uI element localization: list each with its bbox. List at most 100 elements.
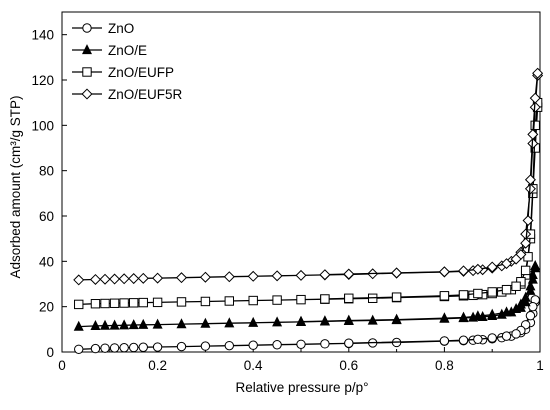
legend-label: ZnO/EUFP [108,65,174,80]
legend-label: ZnO [108,21,134,36]
data-point-zno-eufp [391,292,402,302]
data-point-zno [296,339,306,349]
data-point-zno-euf5r [137,272,149,284]
data-point-zno-euf5r [89,273,101,285]
series-zno-euf5r [73,67,544,286]
data-point-zno [200,341,211,351]
data-point-zno-euf5r [223,271,235,283]
data-point-zno-e [119,319,130,330]
data-point-zno [525,311,536,321]
data-point-zno-e [525,280,536,291]
data-point-zno [109,343,120,353]
x-tick-label: 1 [536,358,544,373]
data-point-zno-eufp [74,299,84,310]
data-point-zno-e [272,316,283,327]
data-point-zno [501,331,512,341]
data-point-zno [439,336,450,346]
desorption-line-zno-euf5r [324,73,539,276]
data-point-zno-euf5r [99,273,111,285]
data-point-zno [320,339,330,349]
y-tick-label: 0 [46,345,54,360]
data-point-zno-euf5r [522,215,534,227]
data-point-zno-e [100,319,111,330]
data-point-zno [100,343,110,353]
data-point-zno-e [511,303,522,314]
series-zno-e [73,259,541,331]
data-point-zno-e [138,318,149,329]
data-point-zno-eufp [487,287,497,297]
data-point-zno-e [109,319,120,330]
data-point-zno [129,342,139,353]
data-point-zno-eufp [501,284,512,295]
data-point-zno [272,340,282,350]
data-point-zno-euf5r [472,263,484,275]
data-point-zno-euf5r [118,273,130,285]
data-point-zno [487,333,497,343]
data-point-zno-euf5r [438,266,450,278]
data-point-zno-e [439,312,450,323]
data-point-zno-eufp [152,297,163,308]
y-tick-label: 80 [39,164,54,179]
legend-marker [82,23,92,33]
data-point-zno-e [527,269,538,280]
legend-label: ZnO/EUF5R [108,87,183,102]
data-point-zno-euf5r [73,274,85,286]
data-point-zno [74,344,84,354]
data-point-zno [528,301,538,312]
series-zno [74,295,540,354]
data-point-zno-eufp [90,299,101,309]
data-point-zno-euf5r [109,273,121,285]
data-point-zno-eufp [100,298,110,309]
data-point-zno-eufp [511,281,521,291]
legend-label: ZnO/E [108,43,147,58]
data-point-zno-euf5r [199,271,211,283]
data-point-zno-euf5r [319,269,331,281]
data-point-zno-e [128,319,139,330]
data-point-zno-euf5r [524,174,536,186]
data-point-zno-e [152,318,163,329]
legend-marker [81,44,93,55]
y-tick-label: 20 [39,300,54,315]
data-point-zno-euf5r [247,270,259,282]
data-point-zno-euf5r [486,261,498,273]
data-point-zno-euf5r [527,128,539,140]
data-point-zno-euf5r [391,267,403,279]
data-point-zno-euf5r [532,67,544,79]
data-point-zno-eufp [119,298,129,308]
y-tick-label: 40 [39,254,54,269]
data-point-zno-euf5r [520,237,532,249]
data-point-zno-eufp [344,293,354,303]
data-point-zno-euf5r [271,270,283,282]
data-point-zno [138,342,148,352]
data-point-zno-eufp [320,294,330,304]
data-point-zno-eufp [473,288,483,299]
data-point-zno-eufp [224,296,235,306]
data-point-zno-eufp [520,265,531,276]
data-point-zno-e [176,318,187,329]
data-point-zno-e [520,291,531,302]
data-point-zno-eufp [439,291,450,301]
data-point-zno-eufp [129,298,139,308]
data-point-zno [119,342,129,353]
data-point-zno [90,343,101,354]
data-point-zno [224,340,235,351]
data-point-zno-e [73,320,84,331]
legend-marker [81,88,93,100]
series-layer [73,67,544,354]
data-point-zno-eufp [458,290,469,300]
data-point-zno [473,334,483,345]
series-zno-eufp [74,97,543,310]
y-axis-label: Adsorbed amount (cm³/g STP) [8,95,23,278]
data-point-zno-eufp [200,296,211,307]
data-point-zno-e [90,320,101,331]
x-tick-label: 0.2 [148,358,167,373]
legend: ZnO ZnO/E ZnO/EUFP ZnO/EUF5R [72,21,183,102]
data-point-zno [344,338,354,348]
x-tick-label: 0.6 [339,358,358,373]
data-point-zno [248,340,258,350]
y-tick-label: 140 [31,28,54,43]
data-point-zno-euf5r [501,258,513,270]
data-point-zno-e [487,308,498,319]
